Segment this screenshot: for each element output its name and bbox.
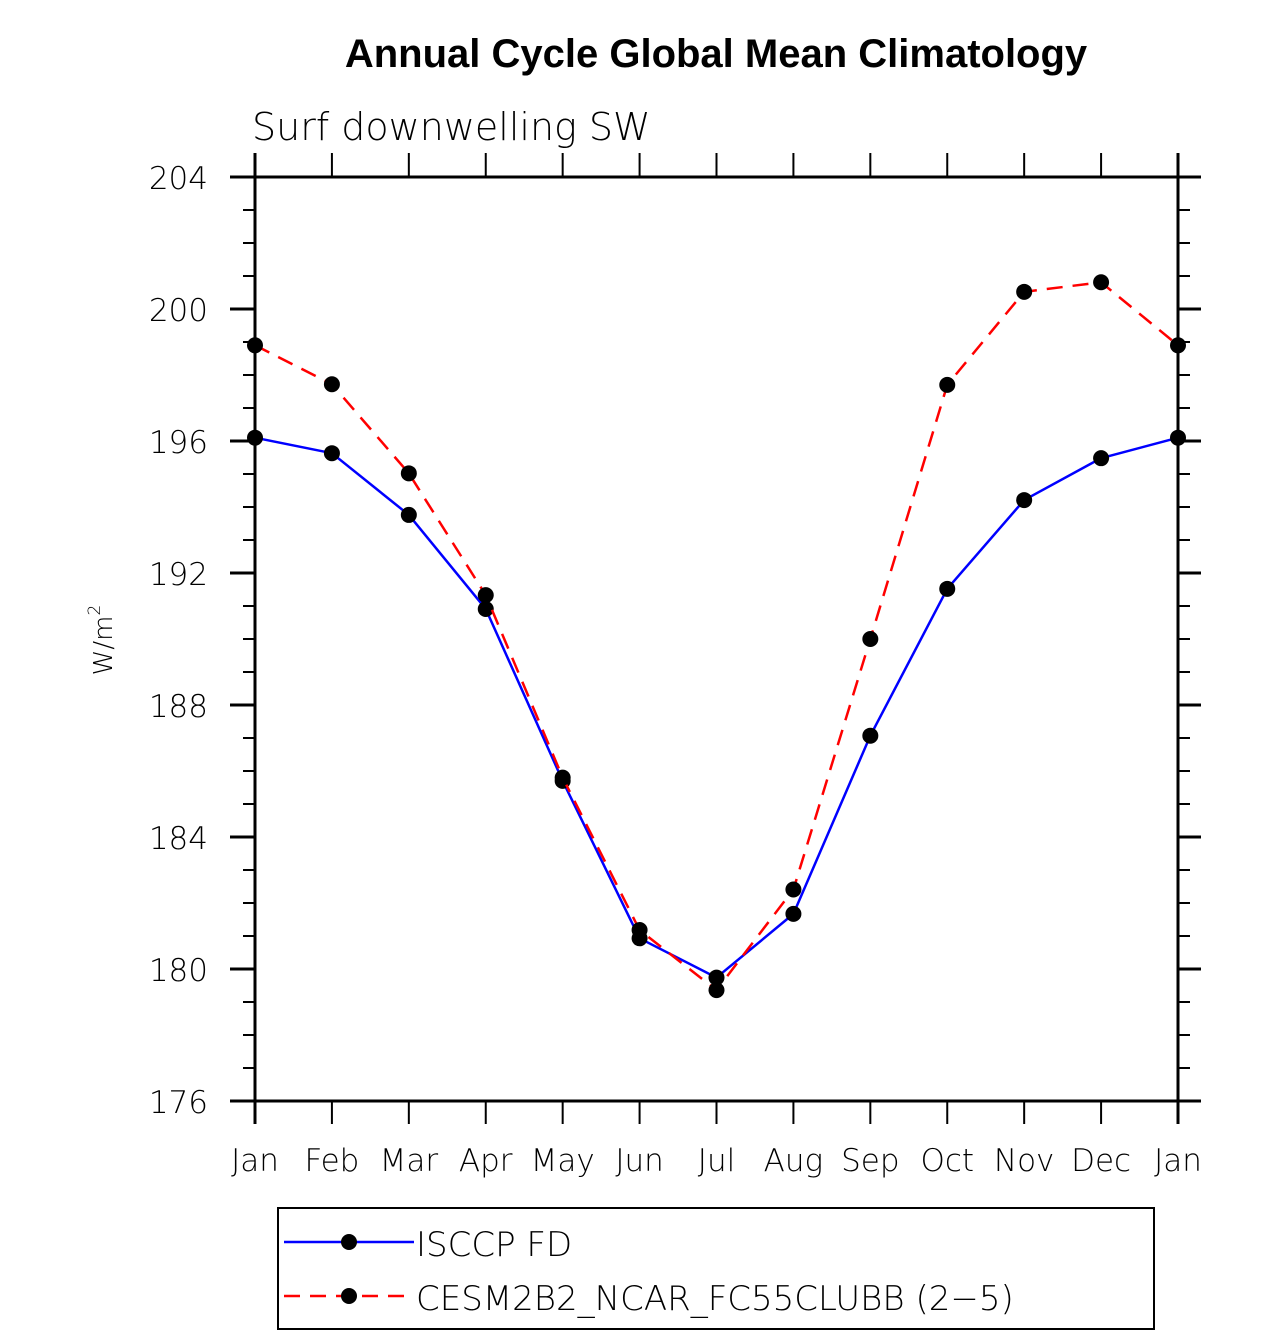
x-tick-label: Jan: [1154, 1143, 1202, 1179]
y-tick-label: 184: [149, 821, 208, 857]
axes: Jan Feb Mar Apr May Jun Jul Aug Sep Oct Nov Dec Jan 1…: [149, 153, 1202, 1179]
data-point: [1093, 274, 1110, 291]
data-point: [785, 881, 802, 898]
series-isccp-fd: [247, 429, 1186, 986]
data-point: [554, 769, 571, 786]
data-point: [247, 337, 263, 354]
x-tick-label: Oct: [920, 1143, 974, 1179]
data-point: [323, 376, 340, 393]
x-tick-label: Aug: [764, 1143, 823, 1179]
x-tick-label: Apr: [459, 1143, 513, 1179]
data-point: [862, 631, 879, 647]
x-tick-label: Mar: [380, 1143, 439, 1179]
legend-item: ISCCP FD: [284, 1225, 572, 1265]
y-tick-label: 188: [149, 689, 208, 725]
x-tick-label: Nov: [994, 1143, 1055, 1179]
legend-label: CESM2B2_NCAR_FC55CLUBB (2−5): [416, 1279, 1014, 1319]
data-point: [708, 969, 725, 986]
data-point: [400, 506, 417, 523]
series-layer: [247, 274, 1186, 999]
y-tick-label: 200: [149, 293, 208, 329]
series-line: [254, 436, 1179, 979]
data-point: [708, 982, 725, 999]
series-cesm2b2: [247, 274, 1186, 999]
y-axis-label-superscript: 2: [85, 605, 105, 616]
legend-item: CESM2B2_NCAR_FC55CLUBB (2−5): [284, 1279, 1014, 1319]
x-tick-label: Feb: [304, 1143, 359, 1179]
svg-text:W/m2: W/m2: [85, 605, 119, 676]
chart-title: Annual Cycle Global Mean Climatology: [345, 32, 1088, 76]
x-tick-label: Dec: [1071, 1143, 1131, 1179]
legend-label: ISCCP FD: [416, 1225, 572, 1265]
data-point: [1170, 429, 1186, 446]
data-point: [785, 905, 802, 922]
y-tick-label: 192: [149, 557, 208, 593]
data-point: [631, 922, 648, 939]
data-point: [862, 727, 879, 744]
data-point: [939, 580, 956, 597]
data-point: [477, 587, 494, 604]
y-tick-label: 196: [149, 425, 208, 461]
legend-marker: [341, 1288, 357, 1304]
x-tick-label: Jan: [231, 1143, 279, 1179]
y-axis-label: W/m2: [85, 605, 119, 676]
series-line: [254, 281, 1179, 992]
legend-marker: [341, 1234, 357, 1250]
data-point: [1016, 492, 1033, 509]
x-tick-label: Jun: [615, 1143, 663, 1179]
data-point: [1170, 337, 1186, 354]
data-point: [1016, 283, 1033, 300]
data-point: [477, 600, 494, 617]
data-point: [247, 429, 263, 446]
x-tick-label: Jul: [698, 1143, 735, 1179]
data-point: [1093, 450, 1110, 467]
y-axis-label-text: W/m: [89, 616, 119, 676]
data-point: [400, 465, 417, 482]
chart-subtitle: Surf downwelling SW: [252, 105, 651, 149]
x-tick-label: May: [531, 1143, 595, 1179]
data-point: [939, 376, 956, 393]
legend: ISCCP FD CESM2B2_NCAR_FC55CLUBB (2−5): [277, 1207, 1155, 1330]
data-point: [323, 445, 340, 462]
legend-box: [277, 1207, 1155, 1330]
y-tick-label: 180: [149, 953, 208, 989]
x-tick-label: Sep: [841, 1143, 899, 1179]
y-tick-label: 176: [149, 1085, 208, 1121]
y-tick-label: 204: [149, 161, 208, 197]
